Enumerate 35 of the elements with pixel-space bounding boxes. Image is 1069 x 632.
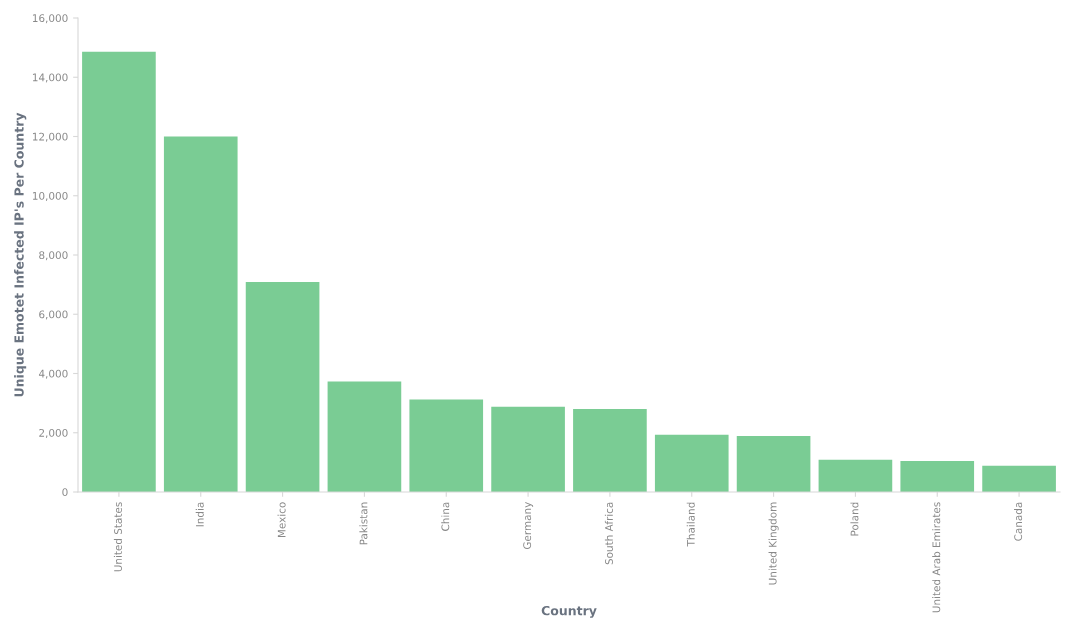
- x-tick-label: Poland: [850, 502, 859, 536]
- y-tick-label: 10,000: [32, 191, 68, 201]
- y-tick-label: 8,000: [39, 251, 68, 261]
- x-tick-label: China: [441, 502, 450, 531]
- y-tick-label: 16,000: [32, 14, 68, 24]
- bar: [163, 136, 238, 492]
- bar: [327, 381, 402, 492]
- x-tick-label: Thailand: [686, 502, 695, 547]
- bar: [245, 281, 320, 492]
- bar: [573, 409, 647, 492]
- y-axis-title: Unique Emotet Infected IP's Per Country: [14, 112, 27, 397]
- x-tick-label: Mexico: [277, 502, 286, 538]
- x-tick-label: India: [195, 502, 204, 527]
- y-tick-label: 2,000: [39, 428, 68, 438]
- y-tick-label: 0: [62, 488, 68, 497]
- x-tick-label: Pakistan: [359, 502, 368, 545]
- bar: [491, 406, 565, 492]
- y-tick-label: 4,000: [38, 369, 68, 379]
- x-axis-title: Country: [541, 605, 597, 618]
- bar: [818, 459, 893, 492]
- y-tick-label: 6,000: [39, 310, 68, 320]
- bar: [654, 434, 729, 492]
- bar: [409, 399, 484, 492]
- x-tick-label: Germany: [523, 502, 534, 550]
- y-tick-label: 12,000: [32, 132, 68, 142]
- bar: [736, 436, 811, 492]
- x-tick-label: United Kingdom: [768, 502, 779, 585]
- x-tick-label: South Africa: [604, 502, 613, 565]
- x-tick-label: United Arab Emirates: [932, 502, 941, 613]
- bar: [82, 51, 156, 492]
- y-tick-label: 14,000: [32, 73, 68, 83]
- x-tick-label: Canada: [1014, 502, 1023, 541]
- bar: [982, 465, 1056, 492]
- x-tick-label: United States: [113, 502, 122, 572]
- bar: [900, 460, 975, 492]
